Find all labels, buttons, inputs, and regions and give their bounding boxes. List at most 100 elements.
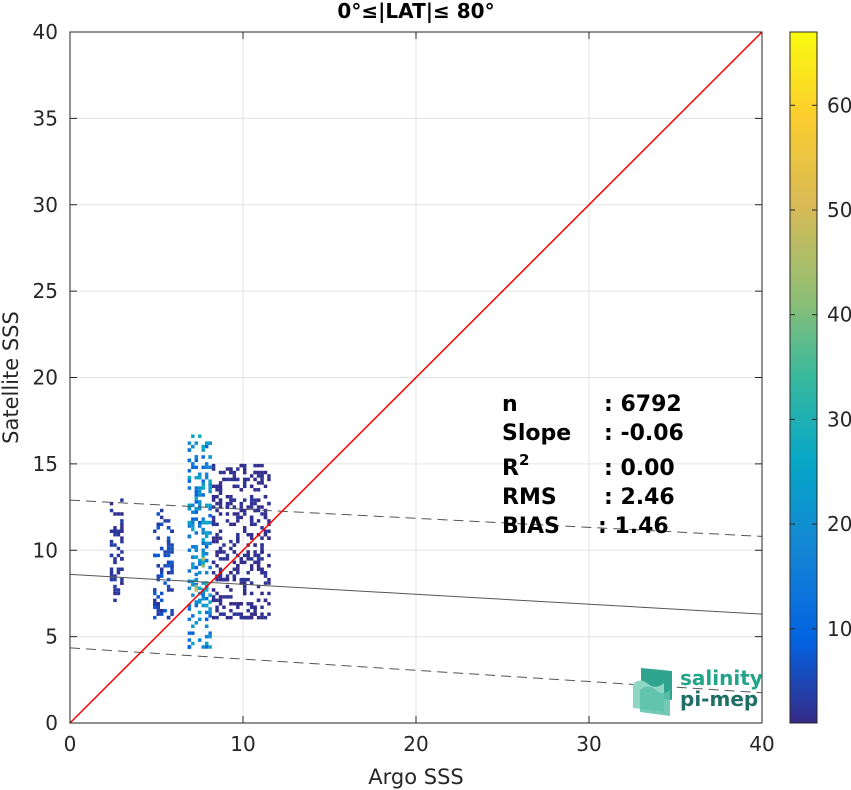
density-cell bbox=[201, 527, 205, 532]
density-cell bbox=[198, 434, 202, 438]
density-cell bbox=[187, 534, 192, 539]
density-cell bbox=[218, 577, 223, 582]
density-cell bbox=[187, 586, 192, 590]
density-cell bbox=[194, 588, 199, 592]
density-cell bbox=[153, 553, 157, 558]
density-cell bbox=[236, 477, 240, 482]
density-cell bbox=[249, 501, 254, 506]
density-cell bbox=[170, 546, 174, 551]
density-cell bbox=[249, 505, 254, 509]
density-cell bbox=[260, 567, 264, 571]
density-cell bbox=[109, 553, 114, 558]
density-cell bbox=[243, 512, 247, 516]
density-cell bbox=[156, 605, 160, 609]
density-cell bbox=[236, 536, 240, 540]
x-tick-label: 20 bbox=[403, 732, 428, 756]
density-cell bbox=[194, 455, 199, 459]
density-cell bbox=[215, 484, 219, 489]
density-cell bbox=[229, 477, 233, 482]
density-cell bbox=[204, 475, 209, 480]
density-cell bbox=[256, 470, 261, 475]
density-cell bbox=[211, 595, 216, 599]
density-cell bbox=[156, 602, 160, 606]
density-cell bbox=[204, 541, 209, 546]
density-cell bbox=[232, 574, 237, 578]
density-cell bbox=[153, 588, 157, 592]
density-cell bbox=[249, 612, 254, 616]
density-cell bbox=[211, 467, 216, 471]
colorbar-tick-label: 10 bbox=[827, 617, 851, 641]
density-cell bbox=[218, 505, 223, 509]
fit-line bbox=[69, 573, 763, 615]
density-cell bbox=[239, 501, 243, 506]
density-cell bbox=[239, 602, 243, 606]
density-cell bbox=[204, 603, 209, 608]
density-cell bbox=[208, 634, 212, 639]
density-cell bbox=[191, 444, 195, 449]
density-cell bbox=[187, 507, 192, 511]
density-cell bbox=[194, 621, 199, 625]
density-cell bbox=[256, 481, 261, 485]
density-cell bbox=[187, 569, 192, 573]
density-cell bbox=[267, 553, 271, 558]
density-cell bbox=[204, 558, 209, 563]
density-cell bbox=[120, 550, 124, 554]
density-cell bbox=[260, 463, 264, 468]
density-cell bbox=[166, 536, 171, 540]
density-cell bbox=[232, 470, 237, 475]
density-cell bbox=[201, 564, 205, 568]
density-cell bbox=[243, 508, 247, 513]
density-cell bbox=[256, 505, 261, 509]
density-cell bbox=[256, 488, 261, 492]
density-cell bbox=[204, 645, 209, 649]
density-cell bbox=[116, 512, 121, 516]
density-cells bbox=[109, 434, 271, 649]
density-cell bbox=[243, 477, 247, 482]
density-cell bbox=[208, 614, 212, 618]
density-cell bbox=[260, 543, 264, 547]
density-cell bbox=[156, 574, 160, 578]
density-cell bbox=[204, 503, 209, 508]
density-cell bbox=[194, 465, 199, 470]
density-cell bbox=[120, 536, 124, 540]
density-cell bbox=[243, 484, 247, 489]
stat-n-value: : 6792 bbox=[604, 392, 682, 417]
density-cell bbox=[215, 501, 219, 506]
density-cell bbox=[256, 519, 261, 523]
density-cell bbox=[191, 462, 195, 466]
density-cell bbox=[191, 517, 195, 521]
density-cell bbox=[116, 588, 121, 592]
density-cell bbox=[260, 470, 264, 475]
density-cell bbox=[204, 520, 209, 525]
density-cell bbox=[263, 484, 268, 489]
density-cell bbox=[232, 522, 237, 527]
density-cell bbox=[159, 612, 164, 616]
density-cell bbox=[201, 591, 205, 596]
density-cell bbox=[170, 608, 174, 613]
density-cell bbox=[191, 583, 195, 587]
density-cell bbox=[218, 557, 223, 561]
density-cell bbox=[208, 465, 212, 470]
density-cell bbox=[116, 570, 121, 575]
colorbar-ticks: 10 20 30 40 50 60 bbox=[790, 93, 851, 641]
density-cell bbox=[211, 522, 216, 527]
density-cell bbox=[120, 581, 124, 585]
density-cell bbox=[243, 577, 247, 582]
density-cell bbox=[249, 567, 254, 571]
density-cell bbox=[236, 532, 240, 537]
density-cell bbox=[249, 536, 254, 540]
salinity-pi-mep-logo: salinity pi-mep bbox=[633, 666, 763, 716]
density-cell bbox=[194, 584, 199, 589]
density-cell bbox=[204, 570, 209, 575]
density-cell bbox=[204, 551, 209, 556]
density-cell bbox=[246, 477, 250, 482]
chart-title: 0°≤|LAT|≤ 80° bbox=[337, 0, 494, 23]
density-cell bbox=[109, 539, 114, 544]
y-tick-label: 25 bbox=[33, 279, 58, 303]
density-cell bbox=[256, 560, 261, 565]
density-cell bbox=[204, 634, 209, 639]
density-cell bbox=[198, 500, 202, 504]
density-cell bbox=[267, 519, 271, 523]
density-cell bbox=[159, 567, 164, 571]
density-cell bbox=[170, 560, 174, 565]
